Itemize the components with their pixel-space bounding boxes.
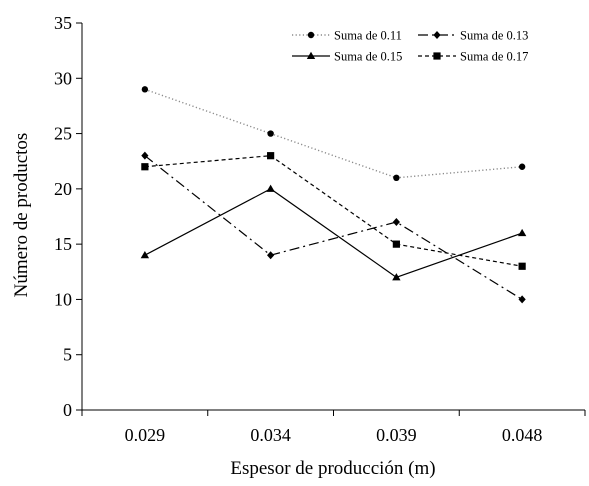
data-point bbox=[517, 228, 527, 237]
data-point bbox=[393, 174, 400, 181]
y-tick-label: 35 bbox=[54, 13, 72, 33]
y-tick-label: 10 bbox=[54, 289, 72, 309]
legend-item: Suma de 0.11 bbox=[292, 29, 402, 43]
data-point bbox=[267, 130, 274, 137]
x-tick-label: 0.034 bbox=[250, 425, 291, 445]
series-line bbox=[144, 155, 523, 300]
legend-marker bbox=[433, 31, 441, 39]
y-tick-label: 25 bbox=[54, 124, 72, 144]
data-point bbox=[141, 151, 149, 160]
y-tick-label: 30 bbox=[54, 68, 72, 88]
data-point bbox=[140, 251, 150, 259]
y-axis: 0 5 10 15 20 25 30 35 bbox=[54, 13, 83, 420]
x-axis-title: Espesor de producción (m) bbox=[230, 458, 435, 479]
series-line bbox=[144, 188, 523, 278]
series-line bbox=[144, 88, 523, 179]
data-point bbox=[392, 240, 400, 248]
series-1 bbox=[141, 86, 526, 181]
legend-label: Suma de 0.17 bbox=[460, 50, 528, 64]
data-point bbox=[392, 218, 400, 227]
y-tick-label: 15 bbox=[54, 234, 72, 254]
y-tick-label: 0 bbox=[63, 400, 72, 420]
data-point bbox=[141, 86, 149, 93]
data-point bbox=[141, 163, 149, 171]
data-point bbox=[267, 251, 275, 260]
series-4 bbox=[141, 152, 526, 270]
legend-label: Suma de 0.11 bbox=[334, 29, 402, 43]
legend-item: Suma de 0.13 bbox=[418, 29, 528, 43]
legend: Suma de 0.11 Suma de 0.13 Suma de 0.15 Suma… bbox=[292, 29, 528, 64]
y-axis-title: Número de productos bbox=[11, 133, 32, 298]
y-tick-label: 20 bbox=[54, 179, 72, 199]
data-point bbox=[266, 184, 275, 192]
x-axis: 0.029 0.034 0.039 0.048 bbox=[81, 409, 586, 445]
x-tick-label: 0.048 bbox=[502, 425, 543, 445]
data-point bbox=[518, 163, 526, 170]
legend-item: Suma de 0.15 bbox=[292, 50, 402, 64]
data-point bbox=[518, 295, 526, 304]
data-point bbox=[392, 273, 401, 281]
data-point bbox=[267, 152, 275, 160]
legend-label: Suma de 0.13 bbox=[460, 29, 528, 43]
legend-marker bbox=[306, 51, 316, 59]
legend-item: Suma de 0.17 bbox=[418, 50, 528, 64]
y-tick-label: 5 bbox=[63, 345, 72, 365]
legend-marker bbox=[307, 31, 315, 39]
data-point bbox=[518, 262, 526, 270]
series-layer bbox=[140, 86, 527, 304]
x-tick-label: 0.039 bbox=[376, 425, 417, 445]
series-line bbox=[144, 155, 523, 267]
x-tick-label: 0.029 bbox=[125, 425, 166, 445]
legend-marker bbox=[433, 52, 441, 60]
legend-label: Suma de 0.15 bbox=[334, 50, 402, 64]
series-2 bbox=[141, 151, 526, 304]
